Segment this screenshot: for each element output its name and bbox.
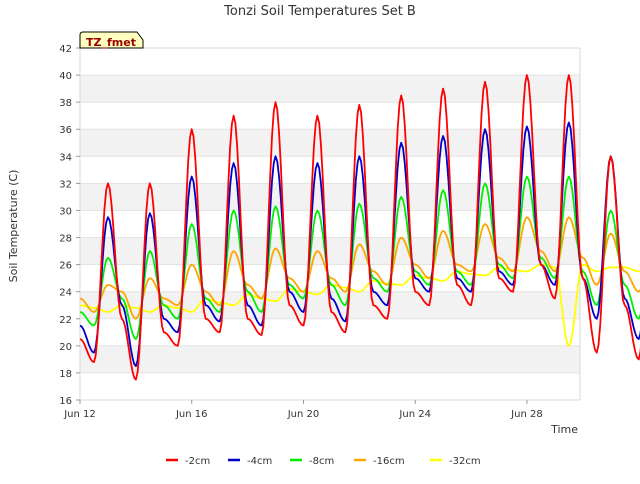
series-line-4cm: [79, 121, 640, 368]
grid-band: [80, 345, 580, 373]
legend: -2cm -4cm -8cm -16cm -32cm: [166, 456, 481, 467]
x-tick-label: Jun 16: [175, 409, 208, 420]
series-line-8cm: [79, 175, 640, 341]
grid-band: [80, 183, 580, 211]
x-axis-label: Time: [550, 423, 578, 436]
legend-label: -32cm: [449, 456, 481, 467]
x-tick-label: Jun 12: [63, 409, 96, 420]
plot-area: [79, 47, 581, 401]
legend-label: -16cm: [373, 456, 405, 467]
y-tick-label: 38: [59, 98, 72, 109]
series-line-2cm: [79, 74, 640, 381]
y-tick-label: 32: [59, 179, 72, 190]
legend-item: -16cm: [354, 456, 405, 467]
y-tick-label: 22: [59, 315, 72, 326]
y-tick-label: 28: [59, 234, 72, 245]
legend-label: -2cm: [185, 456, 210, 467]
grid-bands: [80, 47, 580, 401]
y-tick-label: 40: [59, 71, 72, 82]
legend-item: -8cm: [290, 456, 334, 467]
chart-title: Tonzi Soil Temperatures Set B: [223, 4, 416, 19]
y-tick-label: 42: [59, 44, 72, 55]
y-tick-label: 30: [59, 206, 72, 217]
x-tick-label: Jun 28: [510, 409, 543, 420]
x-axis: Jun 12 Jun 16 Jun 20 Jun 24 Jun 28: [63, 400, 543, 420]
y-tick-label: 20: [59, 342, 72, 353]
grid-band: [80, 75, 580, 103]
site-badge-label: TZ_fmet: [86, 36, 136, 49]
series-layer: [79, 74, 640, 381]
y-tick-label: 24: [59, 288, 72, 299]
y-tick-label: 18: [59, 369, 72, 380]
legend-item: -2cm: [166, 456, 210, 467]
y-axis: 16 18 20 22 24 26 28 30 32 34 36 38 40 42: [59, 44, 80, 407]
grid-band: [80, 129, 580, 157]
legend-label: -8cm: [309, 456, 334, 467]
legend-item: -4cm: [228, 456, 272, 467]
y-tick-label: 16: [59, 396, 72, 407]
series-line-16cm: [79, 216, 640, 320]
x-tick-label: Jun 20: [287, 409, 320, 420]
y-tick-label: 36: [59, 125, 72, 136]
y-tick-label: 26: [59, 261, 72, 272]
y-axis-label: Soil Temperature (C): [7, 170, 20, 283]
legend-label: -4cm: [247, 456, 272, 467]
site-badge: TZ_fmet: [79, 31, 144, 49]
legend-item: -32cm: [430, 456, 481, 467]
y-tick-label: 34: [59, 152, 72, 163]
x-tick-label: Jun 24: [398, 409, 431, 420]
